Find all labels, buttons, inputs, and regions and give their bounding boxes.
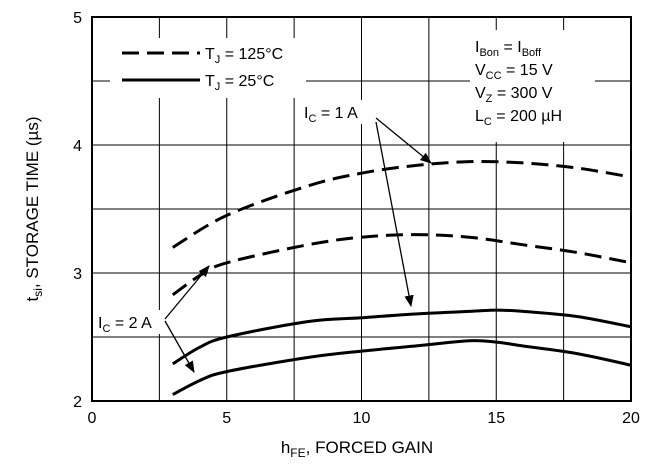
- arrow-1a-to-top-dashed: [375, 117, 432, 164]
- arrow-2a-to-bottom-solid: [164, 320, 195, 374]
- legend-label-25c: TJ = 25°C: [205, 73, 274, 93]
- legend-box: [110, 38, 306, 98]
- legend-label-125c: TJ = 125°C: [205, 46, 283, 66]
- conditions-box: [470, 30, 595, 142]
- arrow-1a-to-top-solid: [375, 121, 414, 308]
- curve-dashed-1: [172, 159, 632, 249]
- x-tick-label: 20: [622, 410, 640, 427]
- legend: TJ = 125°C TJ = 25°C: [110, 38, 306, 98]
- condition-line: LC = 200 µH: [475, 108, 562, 128]
- condition-line: VCC = 15 V: [475, 62, 553, 82]
- annotation-2a-bg: [95, 310, 169, 334]
- y-tick-label: 3: [73, 266, 82, 283]
- y-axis-label: tsi, STORAGE TIME (µs): [23, 116, 45, 301]
- y-tick-labels: 2 3 4 5: [73, 10, 82, 411]
- curve-solid-3: [172, 308, 632, 366]
- annotation-ic-1a: IC = 1 A: [304, 105, 358, 125]
- arrow-2a-to-lower-dashed: [164, 265, 210, 320]
- x-tick-label: 5: [222, 410, 231, 427]
- x-tick-label: 10: [353, 410, 371, 427]
- x-tick-label: 0: [88, 410, 97, 427]
- condition-line: VZ = 300 V: [475, 85, 553, 105]
- data-curves: [171, 159, 632, 396]
- plot-frame: [91, 16, 632, 402]
- annotation-ic-2a: IC = 2 A: [98, 315, 152, 335]
- y-tick-label: 4: [73, 138, 82, 155]
- annotation-1a-bg: [300, 100, 376, 124]
- x-tick-labels: 0 5 10 15 20: [88, 410, 640, 427]
- y-tick-label: 2: [73, 394, 82, 411]
- y-tick-label: 5: [73, 10, 82, 27]
- test-conditions: IBon = IBoff VCC = 15 V VZ = 300 V LC = 200…: [470, 30, 595, 142]
- annotation-arrows: [164, 117, 432, 374]
- x-tick-label: 15: [487, 410, 505, 427]
- curve-dashed-2: [171, 233, 632, 297]
- x-axis-label: hFE, FORCED GAIN: [281, 438, 433, 460]
- curve-solid-4: [172, 339, 632, 396]
- condition-line: IBon = IBoff: [475, 39, 542, 59]
